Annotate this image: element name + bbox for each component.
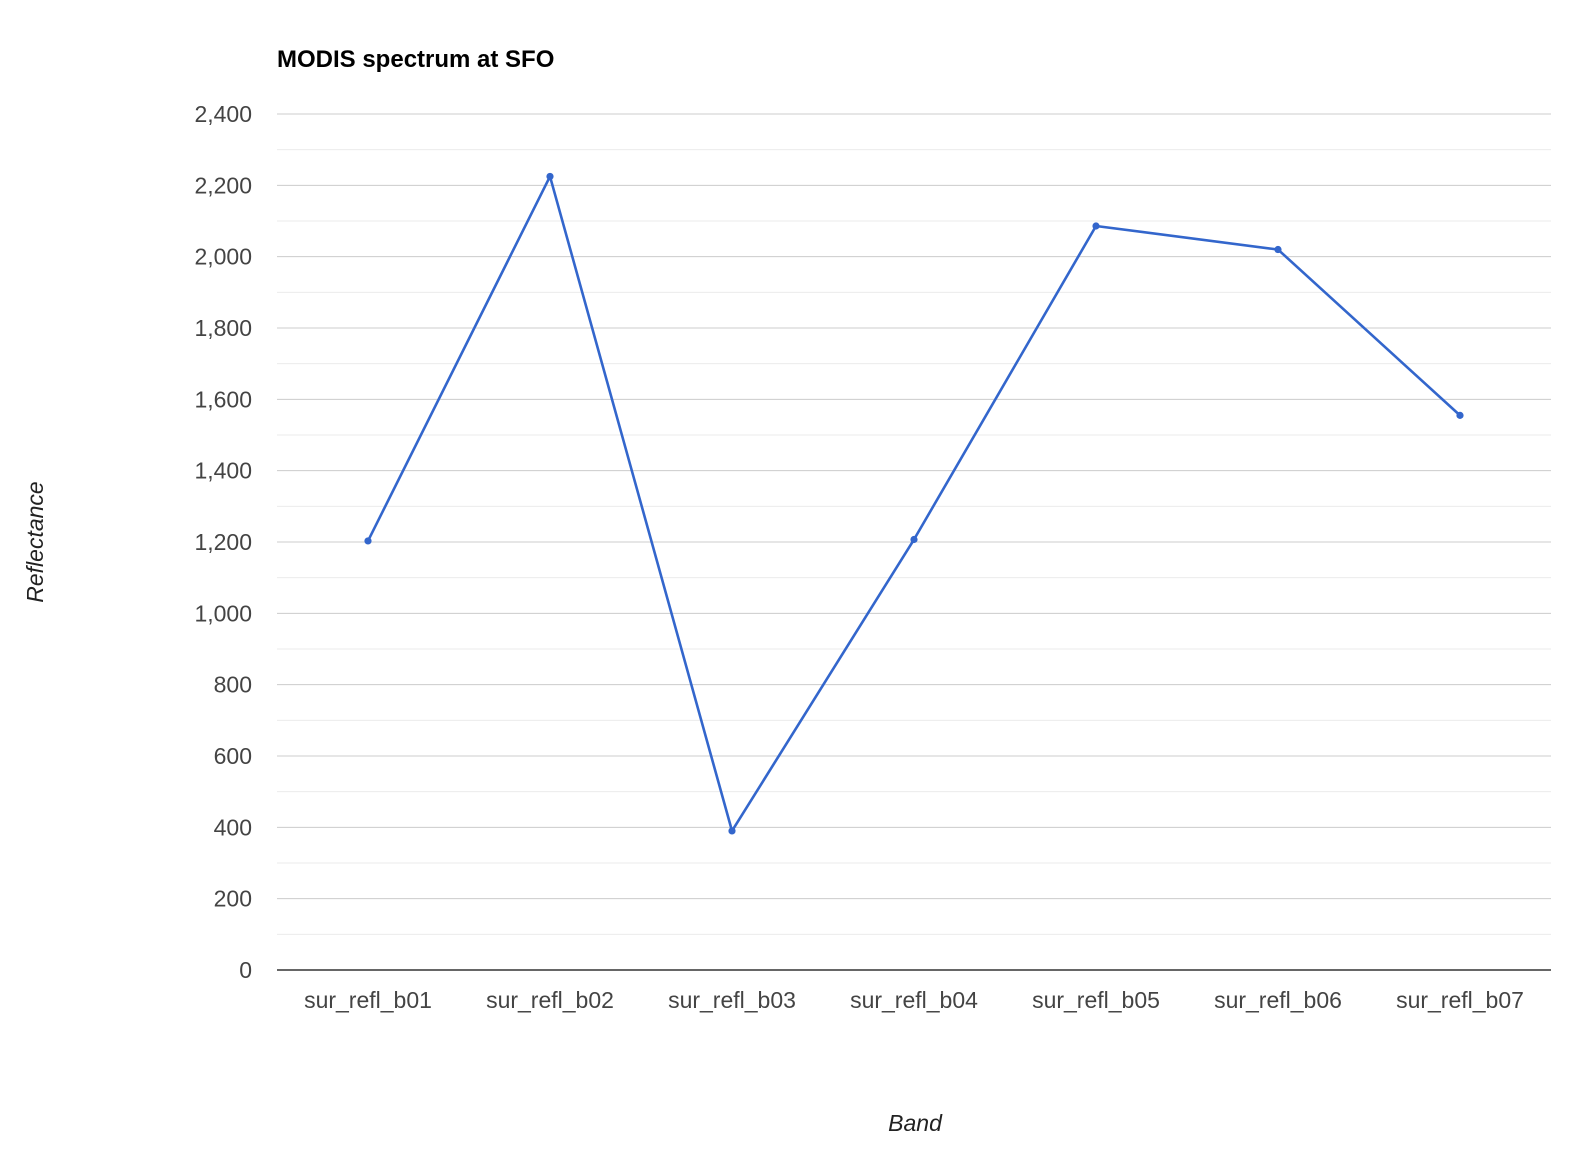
y-tick-label: 800 — [214, 672, 252, 698]
data-point[interactable] — [364, 537, 372, 545]
x-axis-title: Band — [888, 1110, 943, 1136]
x-tick-label: sur_refl_b03 — [668, 987, 796, 1013]
x-tick-label: sur_refl_b05 — [1032, 987, 1160, 1013]
y-tick-label: 600 — [214, 743, 252, 769]
series-line — [366, 175, 1461, 833]
y-tick-label: 2,200 — [194, 172, 252, 198]
x-tick-label: sur_refl_b01 — [304, 987, 432, 1013]
gridlines — [277, 113, 1551, 971]
data-point[interactable] — [728, 827, 736, 835]
data-point[interactable] — [1092, 222, 1100, 230]
data-point[interactable] — [910, 535, 918, 544]
data-point[interactable] — [1274, 245, 1282, 254]
y-tick-label: 1,200 — [194, 529, 252, 555]
data-point[interactable] — [1456, 411, 1464, 419]
y-axis-title: Reflectance — [22, 481, 48, 602]
y-tick-label: 1,600 — [194, 386, 252, 412]
x-tick-label: sur_refl_b07 — [1396, 987, 1524, 1013]
y-tick-label: 1,000 — [194, 600, 252, 626]
y-tick-label: 1,800 — [194, 315, 252, 341]
y-axis-tick-labels: 0 200 400 600 800 1,000 1,200 1,400 1,600 1,800 2,… — [194, 101, 252, 983]
x-axis-tick-labels: sur_refl_b01 sur_refl_b02 sur_refl_b03 sur_… — [304, 987, 1524, 1013]
chart-title: MODIS spectrum at SFO — [277, 46, 554, 73]
data-point[interactable] — [546, 172, 554, 181]
y-tick-label: 400 — [214, 814, 252, 840]
y-tick-label: 2,000 — [194, 244, 252, 270]
y-tick-label: 200 — [214, 886, 252, 912]
data-series — [364, 172, 1464, 835]
y-tick-label: 2,400 — [194, 101, 252, 127]
y-tick-label: 0 — [239, 957, 252, 983]
x-tick-label: sur_refl_b04 — [850, 987, 978, 1013]
x-tick-label: sur_refl_b02 — [486, 987, 614, 1013]
y-tick-label: 1,400 — [194, 458, 252, 484]
x-tick-label: sur_refl_b06 — [1214, 987, 1342, 1013]
